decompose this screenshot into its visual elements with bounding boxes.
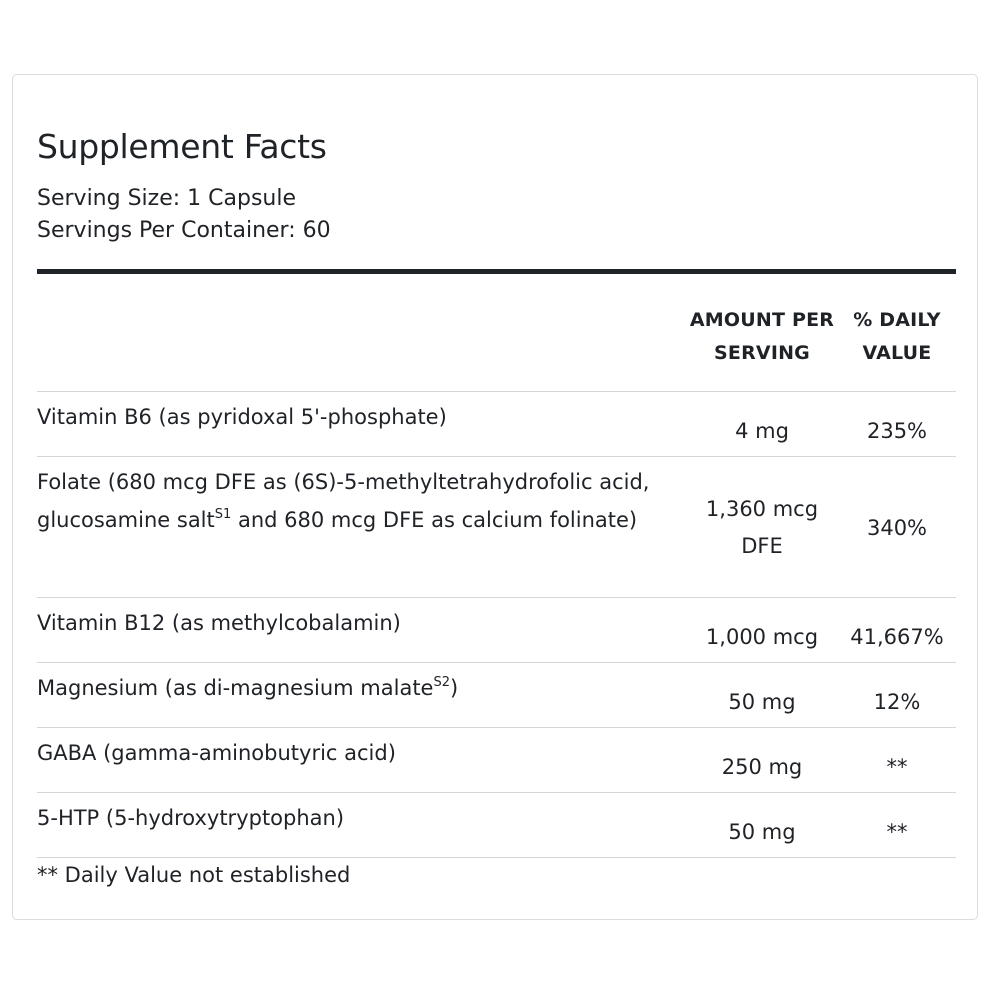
thick-divider — [37, 269, 956, 274]
nutrient-name: Magnesium (as di-magnesium malateS2) — [37, 675, 459, 700]
nutrient-daily-value: 12% — [873, 690, 921, 714]
serving-size: Serving Size: 1 Capsule — [37, 186, 296, 211]
panel-title: Supplement Facts — [37, 127, 327, 166]
nutrient-daily-value: 340% — [866, 515, 928, 540]
serving-info: Serving Size: 1 Capsule Servings Per Con… — [37, 183, 331, 247]
table-row: GABA (gamma-aminobutyric acid) 250 mg ** — [37, 728, 956, 793]
table-row: Folate (680 mcg DFE as (6S)-5-methyltetr… — [37, 457, 956, 598]
amount-per-serving-header: AMOUNT PER SERVING — [689, 309, 835, 364]
nutrient-amount: 250 mg — [721, 754, 803, 779]
nutrient-name: 5-HTP (5-hydroxytryptophan) — [37, 806, 345, 830]
superscript-s1: S1 — [214, 507, 232, 522]
table-row: 5-HTP (5-hydroxytryptophan) 50 mg ** — [37, 793, 956, 858]
supplement-facts-panel: Supplement Facts Serving Size: 1 Capsule… — [12, 74, 978, 920]
nutrient-daily-value: ** — [886, 755, 908, 779]
nutrient-amount: 4 mg — [735, 418, 789, 443]
nutrient-name: Vitamin B12 (as methylcobalamin) — [37, 611, 401, 635]
table-row: Magnesium (as di-magnesium malateS2) 50 … — [37, 663, 956, 728]
daily-value-header: % DAILY VALUE — [853, 309, 941, 364]
nutrient-amount: 50 mg — [728, 819, 796, 844]
nutrient-daily-value: 235% — [866, 419, 928, 443]
nutrient-name: GABA (gamma-aminobutyric acid) — [37, 741, 396, 765]
footnote: ** Daily Value not established — [37, 863, 351, 887]
table-header: AMOUNT PER SERVING % DAILY VALUE — [37, 274, 956, 392]
nutrient-daily-value: ** — [886, 820, 908, 844]
nutrient-amount: 1,360 mcg DFE — [705, 496, 819, 558]
table-row: Vitamin B6 (as pyridoxal 5'-phosphate) 4… — [37, 392, 956, 457]
nutrient-daily-value: 41,667% — [850, 625, 944, 649]
nutrient-name: Vitamin B6 (as pyridoxal 5'-phosphate) — [37, 405, 447, 429]
superscript-s2: S2 — [433, 675, 450, 690]
table-row: Vitamin B12 (as methylcobalamin) 1,000 m… — [37, 598, 956, 663]
servings-per-container: Servings Per Container: 60 — [37, 218, 331, 243]
nutrient-amount: 50 mg — [728, 689, 796, 714]
nutrient-amount: 1,000 mcg — [705, 624, 819, 649]
nutrient-name: Folate (680 mcg DFE as (6S)-5-methyltetr… — [37, 470, 650, 532]
